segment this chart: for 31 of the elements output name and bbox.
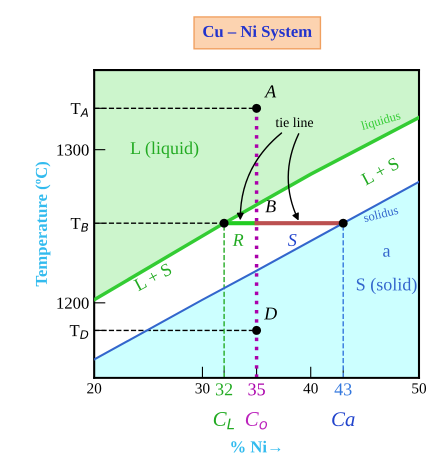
annotation: L + S xyxy=(133,262,172,292)
y-tick-label: T$_{D}$ xyxy=(70,325,88,339)
x-tick-label: 30 xyxy=(196,383,210,394)
x-tick-label: 43 xyxy=(334,383,352,396)
text: C$_{o}$ xyxy=(246,412,268,430)
x-tick-label: 32 xyxy=(216,383,232,396)
annotation: tie line xyxy=(276,117,314,128)
y-tick-label: 1200 xyxy=(57,298,89,309)
text: Ca xyxy=(332,412,355,426)
annotation: L (liquid) xyxy=(130,141,198,158)
x-tick-label: 20 xyxy=(87,383,102,394)
text: C$_{L}$ xyxy=(214,412,234,430)
annotation: a xyxy=(383,248,390,257)
annotation: B xyxy=(265,200,276,212)
annotation: D xyxy=(264,308,277,320)
x-axis-title: % Ni→ xyxy=(231,440,280,453)
annotation: L + S xyxy=(360,157,400,186)
x-tick-label: 40 xyxy=(303,383,318,394)
y-tick-label: T$_{B}$ xyxy=(70,218,88,232)
x-tick-label: 50 xyxy=(412,383,426,394)
y-tick-label: T$_{A}$ xyxy=(70,103,88,117)
annotation: S xyxy=(288,234,297,246)
text: liquidus xyxy=(360,110,402,132)
annotation: S (solid) xyxy=(356,278,417,294)
series-label: solidus xyxy=(363,205,399,222)
y-axis-title: Temperature (ºC) xyxy=(35,162,50,286)
y-tick-label: 1300 xyxy=(57,144,89,156)
chart-title: Cu – Ni System xyxy=(203,25,312,40)
annotation: R xyxy=(232,234,244,246)
x-tick-label: 35 xyxy=(248,383,265,396)
annotation: A xyxy=(264,85,276,98)
